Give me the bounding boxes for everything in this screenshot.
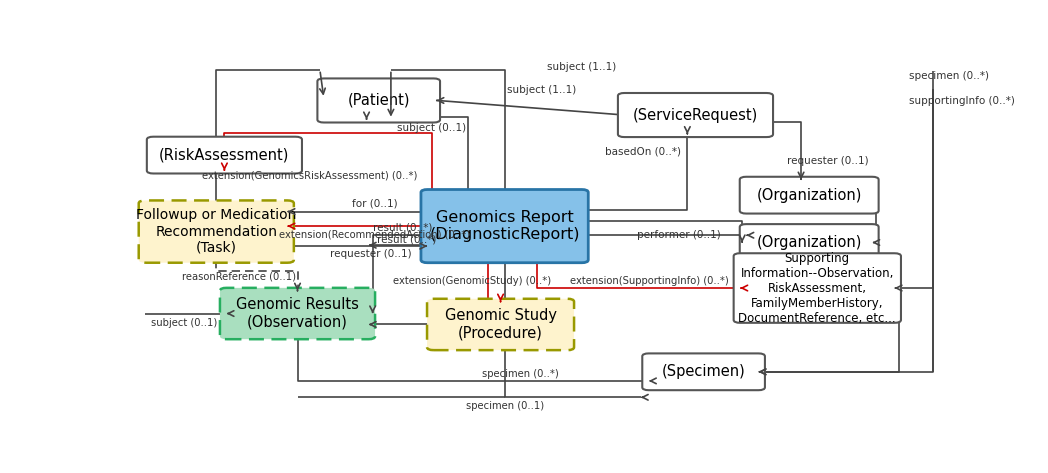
- Text: Genomic Study
(Procedure): Genomic Study (Procedure): [444, 308, 556, 341]
- FancyBboxPatch shape: [318, 79, 440, 123]
- FancyBboxPatch shape: [618, 93, 773, 137]
- Text: (Specimen): (Specimen): [661, 364, 745, 379]
- Text: (RiskAssessment): (RiskAssessment): [159, 148, 289, 163]
- Text: (Patient): (Patient): [348, 93, 410, 108]
- Text: Followup or Medication
Recommendation
(Task): Followup or Medication Recommendation (T…: [136, 209, 297, 255]
- Text: for (0..1): for (0..1): [352, 199, 397, 209]
- Text: basedOn (0..*): basedOn (0..*): [605, 147, 681, 157]
- Text: (ServiceRequest): (ServiceRequest): [633, 107, 758, 123]
- FancyBboxPatch shape: [220, 288, 375, 339]
- Text: result (0..*): result (0..*): [373, 222, 433, 232]
- Text: supportingInfo (0..*): supportingInfo (0..*): [909, 96, 1014, 106]
- Text: subject (1..1): subject (1..1): [547, 62, 616, 72]
- Text: Genomic Results
(Observation): Genomic Results (Observation): [236, 298, 358, 330]
- FancyBboxPatch shape: [740, 177, 878, 213]
- Text: extension(GenomicStudy) (0..*): extension(GenomicStudy) (0..*): [393, 276, 551, 286]
- Text: specimen (0..1): specimen (0..1): [465, 402, 544, 412]
- Text: requester (0..1): requester (0..1): [330, 249, 412, 259]
- Text: specimen (0..*): specimen (0..*): [909, 70, 989, 81]
- Text: (Organization): (Organization): [757, 188, 861, 202]
- Text: (Organization): (Organization): [757, 235, 861, 250]
- Text: result (0..*): result (0..*): [377, 235, 437, 245]
- FancyBboxPatch shape: [642, 353, 765, 390]
- FancyBboxPatch shape: [427, 299, 574, 350]
- Text: extension(SupportingInfo) (0..*): extension(SupportingInfo) (0..*): [570, 276, 728, 286]
- Text: Supporting
Information--Observation,
RiskAssessment,
FamilyMemberHistory,
Docume: Supporting Information--Observation, Ris…: [739, 252, 896, 324]
- Text: subject (1..1): subject (1..1): [506, 85, 575, 95]
- FancyBboxPatch shape: [740, 224, 878, 261]
- Text: Genomics Report
(DiagnosticReport): Genomics Report (DiagnosticReport): [430, 210, 580, 242]
- Text: subject (0..1): subject (0..1): [151, 318, 218, 328]
- Text: reasonReference (0..1): reasonReference (0..1): [182, 271, 297, 281]
- Text: subject (0..1): subject (0..1): [397, 123, 466, 133]
- Text: extension(GenomicsRiskAssessment) (0..*): extension(GenomicsRiskAssessment) (0..*): [202, 171, 417, 181]
- FancyBboxPatch shape: [734, 253, 901, 323]
- Text: extension(RecommendedAction) (0..*): extension(RecommendedAction) (0..*): [279, 229, 471, 239]
- Text: performer (0..1): performer (0..1): [636, 230, 720, 240]
- FancyBboxPatch shape: [147, 137, 302, 174]
- FancyBboxPatch shape: [421, 190, 588, 263]
- Text: requester (0..1): requester (0..1): [787, 156, 869, 166]
- FancyBboxPatch shape: [138, 201, 293, 263]
- Text: specimen (0..*): specimen (0..*): [482, 368, 560, 378]
